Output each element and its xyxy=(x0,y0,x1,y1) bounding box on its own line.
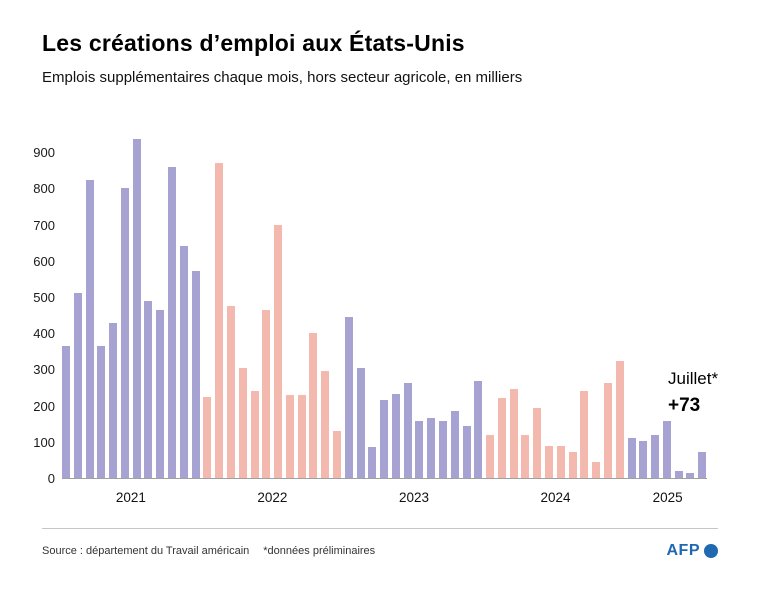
bar-2023 xyxy=(439,421,447,478)
source-text: Source : département du Travail américai… xyxy=(42,545,250,557)
x-axis-label-2023: 2023 xyxy=(398,490,430,505)
bar-2024 xyxy=(615,361,624,478)
bar-2021 xyxy=(144,301,153,478)
bar-2024 xyxy=(545,446,554,478)
bar-2024 xyxy=(580,391,589,478)
afp-logo: AFP xyxy=(666,542,718,560)
bar-2023 xyxy=(427,418,436,478)
afp-globe-icon xyxy=(704,544,718,558)
bar-2024 xyxy=(521,435,530,478)
bar-2024 xyxy=(509,389,518,478)
bar-2023 xyxy=(403,383,412,478)
x-axis-label-2021: 2021 xyxy=(115,490,146,505)
bar-2022 xyxy=(297,395,306,478)
bar-2025 xyxy=(639,441,648,478)
bar-2023 xyxy=(368,447,377,478)
y-axis-label: 800 xyxy=(33,181,55,197)
bar-2023 xyxy=(391,394,400,478)
y-axis-label: 0 xyxy=(47,471,55,486)
bar-2022 xyxy=(321,371,330,478)
y-axis-label: 100 xyxy=(33,434,55,450)
bar-2025 xyxy=(651,435,660,478)
bar-2024 xyxy=(603,383,612,478)
y-axis-label: 900 xyxy=(33,145,55,161)
plot-area: 2021 2022 2023 2024 2025 Juillet* +73 xyxy=(62,135,718,505)
bar-2023 xyxy=(356,368,365,478)
bar-2021 xyxy=(168,167,177,478)
bar-2022 xyxy=(238,368,247,478)
annotation-month-value: +73 xyxy=(668,395,701,416)
x-axis: 2021 2022 2023 2024 2025 xyxy=(62,479,707,505)
y-axis-label: 400 xyxy=(33,326,55,342)
bar-2023 xyxy=(450,411,459,478)
bar-2025 xyxy=(627,438,636,478)
bar-2024 xyxy=(568,452,577,478)
bar-2025 xyxy=(698,452,707,478)
bar-2023 xyxy=(380,400,389,478)
bar-2024 xyxy=(533,408,542,478)
x-axis-label-2022: 2022 xyxy=(257,490,288,505)
bar-2023 xyxy=(344,317,353,478)
bar-2021 xyxy=(97,346,106,478)
bar-2022 xyxy=(250,391,259,478)
y-axis-label: 300 xyxy=(33,362,55,378)
bar-2023 xyxy=(474,381,483,478)
y-axis: 0 100 200 300 400 500 600 700 800 900 xyxy=(0,135,55,486)
bar-2022 xyxy=(203,397,212,478)
bar-2021 xyxy=(191,271,200,478)
bar-2022 xyxy=(332,431,341,478)
x-axis-label-2025: 2025 xyxy=(652,490,683,505)
x-axis-label-2024: 2024 xyxy=(540,490,571,505)
bar-2025 xyxy=(674,471,683,478)
bar-2022 xyxy=(285,395,294,478)
y-axis-label: 500 xyxy=(33,289,55,305)
bar-2021 xyxy=(156,310,165,478)
bar-2021 xyxy=(73,293,82,478)
preliminary-note: *données préliminaires xyxy=(263,545,376,557)
y-axis-label: 200 xyxy=(33,398,55,414)
bar-2021 xyxy=(85,180,94,478)
chart-title: Les créations d’emploi aux États-Unis xyxy=(42,30,465,56)
bar-2021 xyxy=(62,346,70,478)
bar-2022 xyxy=(262,310,271,478)
footer: Source : département du Travail américai… xyxy=(42,528,718,560)
bar-2022 xyxy=(215,163,224,478)
annotation-month-label: Juillet* xyxy=(668,369,719,388)
bar-series xyxy=(62,135,707,478)
bar-2024 xyxy=(497,398,506,478)
bar-2023 xyxy=(415,421,424,478)
bar-2024 xyxy=(592,462,601,478)
bar-2024 xyxy=(486,435,495,478)
bar-2023 xyxy=(462,426,471,478)
bar-2021 xyxy=(132,139,141,478)
bar-2021 xyxy=(120,188,129,478)
bar-2022 xyxy=(309,333,318,478)
bar-2021 xyxy=(179,246,188,478)
afp-logo-text: AFP xyxy=(666,542,700,559)
bar-2022 xyxy=(226,306,235,478)
bar-2022 xyxy=(274,225,283,478)
annotation-latest-month: Juillet* +73 xyxy=(668,369,718,417)
y-axis-label: 700 xyxy=(33,217,55,233)
bar-2024 xyxy=(556,446,565,478)
chart-subtitle: Emplois supplémentaires chaque mois, hor… xyxy=(42,69,523,86)
y-axis-label: 600 xyxy=(33,253,55,269)
bar-2021 xyxy=(109,323,118,478)
bar-2025 xyxy=(662,421,671,478)
bar-2025 xyxy=(686,473,695,478)
